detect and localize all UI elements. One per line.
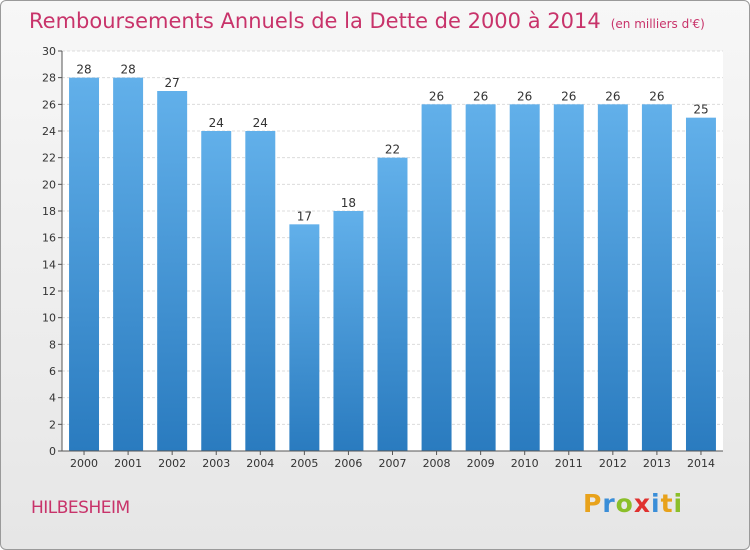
y-tick-label: 4 bbox=[49, 392, 56, 405]
bar bbox=[509, 104, 540, 451]
data-label: 28 bbox=[76, 63, 91, 77]
data-label: 22 bbox=[385, 143, 400, 157]
x-tick-label: 2003 bbox=[202, 457, 230, 470]
chart-title-text: Remboursements Annuels de la Dette de 20… bbox=[29, 9, 601, 33]
chart-unit: (en milliers d'€) bbox=[610, 17, 705, 31]
bar bbox=[553, 104, 584, 451]
x-tick-label: 2014 bbox=[687, 457, 715, 470]
y-tick-label: 10 bbox=[42, 312, 56, 325]
y-tick-label: 8 bbox=[49, 338, 56, 351]
x-tick-label: 2013 bbox=[643, 457, 671, 470]
x-tick-label: 2006 bbox=[334, 457, 362, 470]
logo-letter: i bbox=[673, 489, 684, 518]
bar bbox=[157, 91, 188, 451]
x-tick-label: 2004 bbox=[246, 457, 274, 470]
proxiti-logo: Proxiti bbox=[583, 489, 683, 518]
bar bbox=[685, 117, 716, 452]
data-label: 24 bbox=[253, 116, 268, 130]
x-tick-label: 2007 bbox=[379, 457, 407, 470]
logo-letter: x bbox=[633, 489, 651, 518]
y-tick-label: 16 bbox=[42, 232, 56, 245]
bar bbox=[245, 131, 276, 451]
data-label: 26 bbox=[517, 89, 532, 103]
city-name: HILBESHEIM bbox=[31, 498, 130, 518]
x-tick-label: 2011 bbox=[555, 457, 583, 470]
data-label: 18 bbox=[341, 196, 356, 210]
y-tick-label: 0 bbox=[49, 445, 56, 458]
x-tick-label: 2001 bbox=[114, 457, 142, 470]
y-tick-label: 2 bbox=[49, 418, 56, 431]
bar bbox=[333, 211, 364, 451]
y-tick-label: 20 bbox=[42, 178, 56, 191]
data-label: 26 bbox=[561, 89, 576, 103]
data-label: 27 bbox=[165, 76, 180, 90]
logo-letter: o bbox=[615, 489, 634, 518]
bar bbox=[201, 131, 232, 451]
bar bbox=[289, 224, 320, 451]
y-tick-label: 14 bbox=[42, 258, 56, 271]
data-label: 26 bbox=[473, 89, 488, 103]
logo-letter: i bbox=[651, 489, 661, 518]
data-label: 24 bbox=[209, 116, 224, 130]
x-tick-label: 2010 bbox=[511, 457, 539, 470]
data-label: 17 bbox=[297, 209, 312, 223]
y-tick-label: 18 bbox=[42, 205, 56, 218]
data-label: 26 bbox=[605, 89, 620, 103]
x-tick-label: 2008 bbox=[423, 457, 451, 470]
data-label: 26 bbox=[649, 89, 664, 103]
data-label: 25 bbox=[693, 103, 708, 117]
x-tick-label: 2012 bbox=[599, 457, 627, 470]
bar bbox=[69, 77, 100, 452]
y-tick-label: 30 bbox=[42, 45, 56, 58]
y-tick-label: 22 bbox=[42, 152, 56, 165]
y-tick-label: 6 bbox=[49, 365, 56, 378]
chart-title: Remboursements Annuels de la Dette de 20… bbox=[29, 9, 705, 33]
bar bbox=[377, 157, 408, 451]
logo-letter: r bbox=[602, 489, 616, 518]
bar bbox=[113, 77, 144, 452]
data-label: 28 bbox=[120, 63, 135, 77]
y-tick-label: 24 bbox=[42, 125, 56, 138]
x-tick-label: 2009 bbox=[467, 457, 495, 470]
bar bbox=[597, 104, 628, 451]
x-tick-label: 2002 bbox=[158, 457, 186, 470]
x-tick-label: 2005 bbox=[290, 457, 318, 470]
y-tick-label: 12 bbox=[42, 285, 56, 298]
logo-letter: t bbox=[660, 489, 674, 518]
logo-letter: P bbox=[583, 489, 603, 518]
y-tick-label: 28 bbox=[42, 72, 56, 85]
bar bbox=[421, 104, 452, 451]
bar bbox=[465, 104, 496, 451]
bar bbox=[641, 104, 672, 451]
x-tick-label: 2000 bbox=[70, 457, 98, 470]
data-label: 26 bbox=[429, 89, 444, 103]
y-tick-label: 26 bbox=[42, 98, 56, 111]
